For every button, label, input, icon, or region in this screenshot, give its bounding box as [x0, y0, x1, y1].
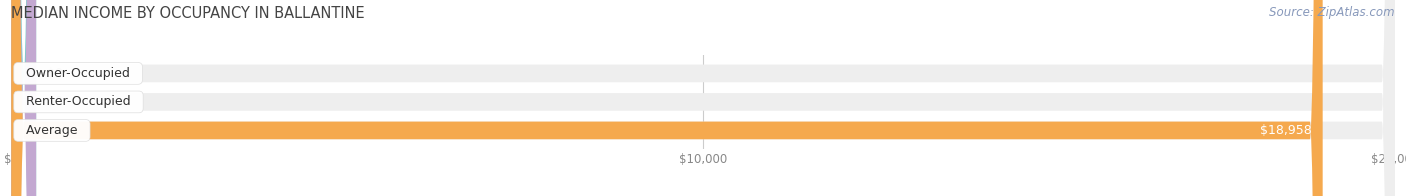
Text: Average: Average: [18, 124, 86, 137]
Text: $0: $0: [48, 67, 63, 80]
FancyBboxPatch shape: [11, 0, 37, 196]
Text: Owner-Occupied: Owner-Occupied: [18, 67, 138, 80]
FancyBboxPatch shape: [11, 0, 37, 196]
Text: $0: $0: [48, 95, 63, 108]
FancyBboxPatch shape: [11, 0, 1395, 196]
FancyBboxPatch shape: [11, 0, 1395, 196]
Text: MEDIAN INCOME BY OCCUPANCY IN BALLANTINE: MEDIAN INCOME BY OCCUPANCY IN BALLANTINE: [11, 6, 366, 21]
Text: Renter-Occupied: Renter-Occupied: [18, 95, 139, 108]
FancyBboxPatch shape: [11, 0, 1323, 196]
Text: Source: ZipAtlas.com: Source: ZipAtlas.com: [1270, 6, 1395, 19]
Text: $18,958: $18,958: [1260, 124, 1312, 137]
FancyBboxPatch shape: [11, 0, 1395, 196]
